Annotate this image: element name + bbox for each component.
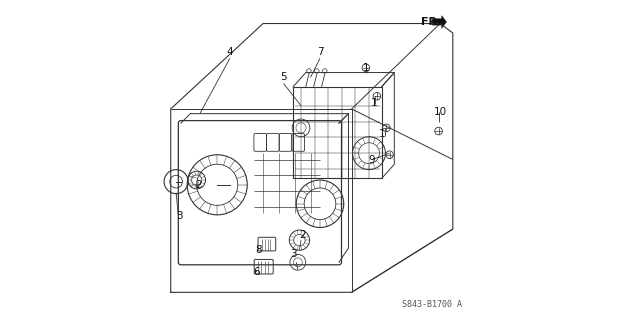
Polygon shape [432,16,447,28]
Text: 1: 1 [378,129,385,139]
Text: 8: 8 [255,245,262,255]
Text: 1: 1 [371,98,377,108]
Text: 7: 7 [317,47,323,57]
Text: 10: 10 [434,107,447,117]
Text: 2: 2 [300,230,306,241]
Text: 2: 2 [195,180,202,190]
Text: 3: 3 [290,249,296,259]
Text: 1: 1 [362,63,369,73]
Text: FR.: FR. [421,17,442,27]
Text: 3: 3 [176,211,182,221]
Text: 4: 4 [227,47,233,57]
Text: 5: 5 [280,72,287,82]
Text: 6: 6 [253,267,260,277]
Text: 9: 9 [369,154,376,165]
Text: S843-B1700 A: S843-B1700 A [403,300,462,309]
